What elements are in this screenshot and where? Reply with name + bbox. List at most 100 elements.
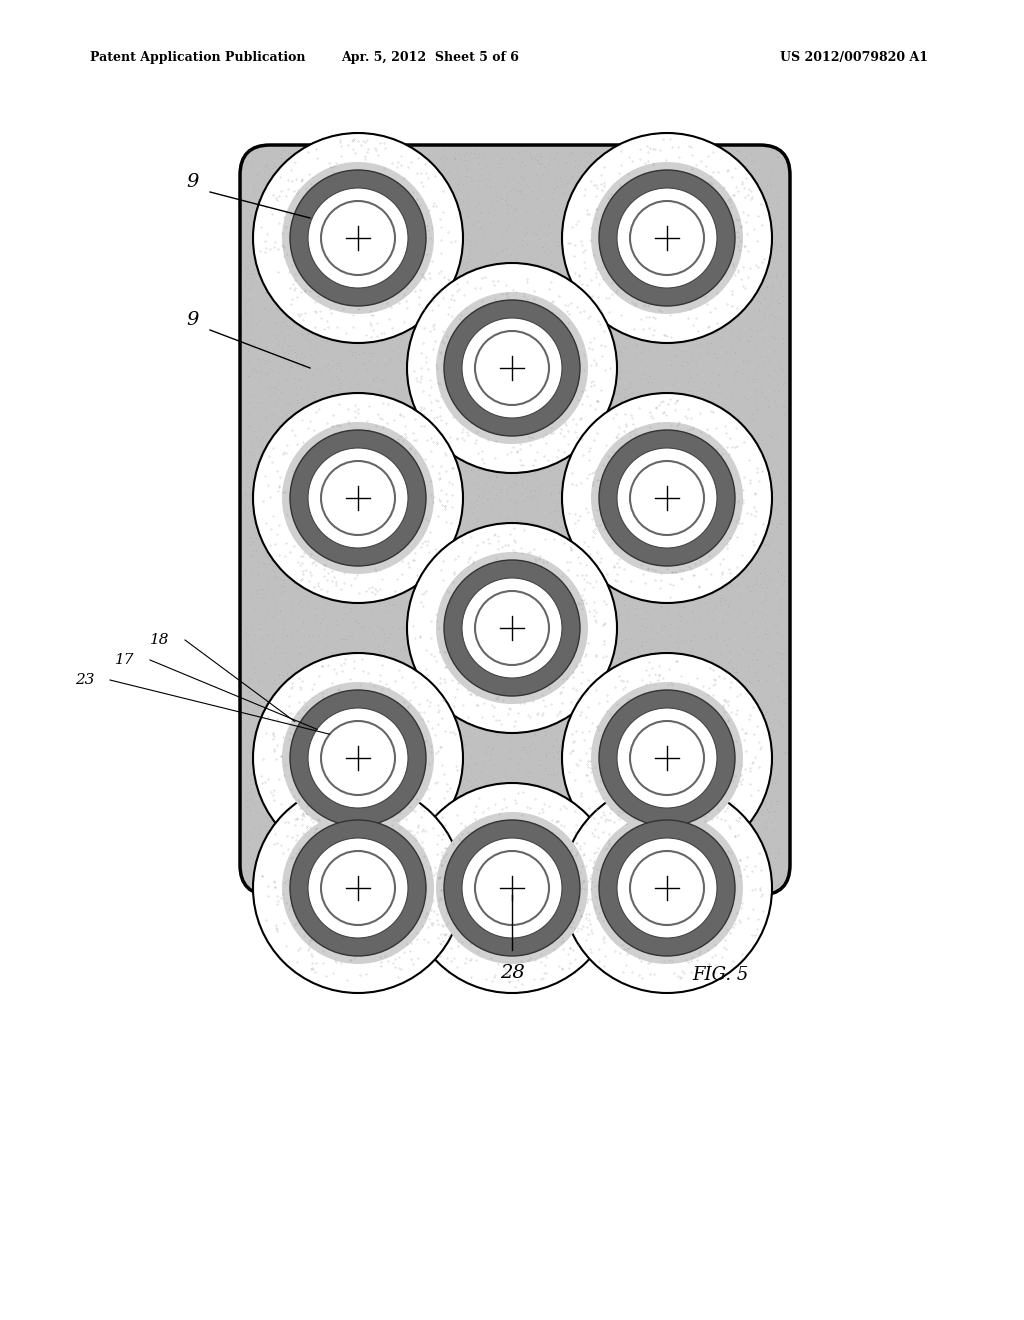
- Point: [560, 715, 577, 737]
- Point: [770, 413, 786, 434]
- Point: [545, 280, 561, 301]
- Point: [598, 483, 614, 504]
- Point: [257, 475, 273, 496]
- Point: [417, 636, 433, 657]
- Point: [581, 503, 597, 524]
- Point: [624, 843, 640, 865]
- Point: [250, 318, 266, 339]
- Point: [672, 257, 688, 279]
- Point: [507, 767, 523, 788]
- Point: [474, 788, 490, 809]
- Point: [457, 351, 473, 372]
- Point: [262, 737, 279, 758]
- Point: [536, 653, 552, 675]
- Point: [703, 268, 720, 289]
- Point: [665, 690, 681, 711]
- Point: [692, 462, 709, 483]
- Point: [334, 725, 350, 746]
- Point: [758, 315, 774, 337]
- Point: [652, 494, 669, 515]
- Point: [746, 202, 763, 223]
- Point: [459, 519, 475, 540]
- Point: [344, 797, 360, 818]
- Point: [681, 643, 697, 664]
- Point: [321, 513, 337, 535]
- Point: [383, 545, 399, 566]
- Point: [348, 140, 365, 161]
- Point: [683, 804, 699, 825]
- Point: [627, 219, 643, 240]
- Point: [711, 876, 727, 898]
- Point: [282, 143, 298, 164]
- Point: [413, 624, 429, 645]
- Point: [520, 432, 537, 453]
- Point: [281, 218, 297, 239]
- Point: [618, 388, 635, 409]
- Point: [295, 173, 311, 194]
- Point: [488, 277, 505, 298]
- Point: [700, 849, 717, 870]
- Point: [451, 430, 467, 451]
- Point: [490, 832, 507, 853]
- Point: [622, 409, 638, 430]
- Point: [372, 379, 388, 400]
- Point: [721, 688, 737, 709]
- Point: [249, 140, 265, 161]
- Point: [278, 471, 294, 492]
- Point: [647, 391, 664, 412]
- Point: [700, 544, 717, 565]
- Point: [379, 440, 395, 461]
- Point: [742, 702, 759, 723]
- Point: [559, 828, 575, 849]
- Point: [462, 231, 478, 252]
- Point: [708, 557, 724, 578]
- Point: [415, 405, 431, 426]
- Point: [317, 232, 334, 253]
- Point: [683, 532, 699, 553]
- Point: [298, 570, 314, 591]
- Point: [245, 420, 261, 441]
- Point: [769, 182, 785, 203]
- Point: [531, 541, 548, 562]
- Point: [323, 269, 339, 290]
- Point: [433, 539, 450, 560]
- Circle shape: [475, 851, 549, 925]
- Point: [485, 552, 502, 573]
- Point: [692, 862, 709, 883]
- Point: [701, 428, 718, 449]
- Point: [627, 450, 643, 471]
- Point: [567, 236, 584, 257]
- Point: [765, 327, 781, 348]
- Point: [307, 859, 324, 880]
- Point: [248, 469, 264, 490]
- Point: [453, 465, 469, 486]
- Point: [324, 194, 340, 215]
- Point: [719, 226, 735, 247]
- Point: [547, 510, 563, 531]
- Point: [470, 776, 486, 797]
- Point: [304, 477, 321, 498]
- Point: [493, 478, 509, 499]
- Point: [728, 282, 744, 304]
- Point: [647, 690, 664, 711]
- Point: [625, 705, 641, 726]
- Point: [638, 296, 654, 317]
- Point: [769, 680, 785, 701]
- Point: [334, 599, 350, 620]
- Point: [745, 459, 762, 480]
- Point: [360, 507, 377, 528]
- Point: [251, 845, 267, 866]
- Point: [759, 799, 775, 820]
- Point: [569, 367, 586, 388]
- Point: [703, 473, 720, 494]
- Point: [680, 478, 696, 499]
- Point: [588, 755, 604, 776]
- Point: [459, 726, 475, 747]
- Point: [769, 652, 785, 673]
- Point: [242, 533, 258, 554]
- Point: [608, 678, 625, 700]
- Point: [303, 335, 319, 356]
- Point: [382, 578, 398, 599]
- Point: [753, 170, 769, 191]
- Point: [768, 874, 784, 895]
